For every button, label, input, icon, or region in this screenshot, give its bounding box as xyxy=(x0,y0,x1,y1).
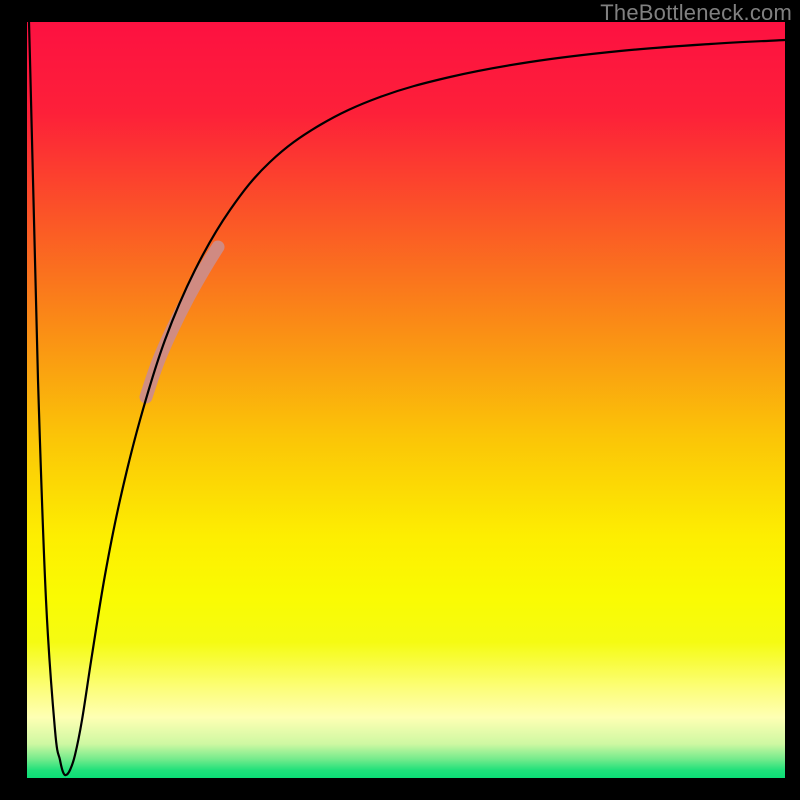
border-right xyxy=(785,0,800,800)
watermark-text: TheBottleneck.com xyxy=(600,0,792,26)
border-bottom xyxy=(0,778,800,800)
chart-container: TheBottleneck.com xyxy=(0,0,800,800)
border-left xyxy=(0,0,27,800)
bottleneck-chart xyxy=(0,0,800,800)
